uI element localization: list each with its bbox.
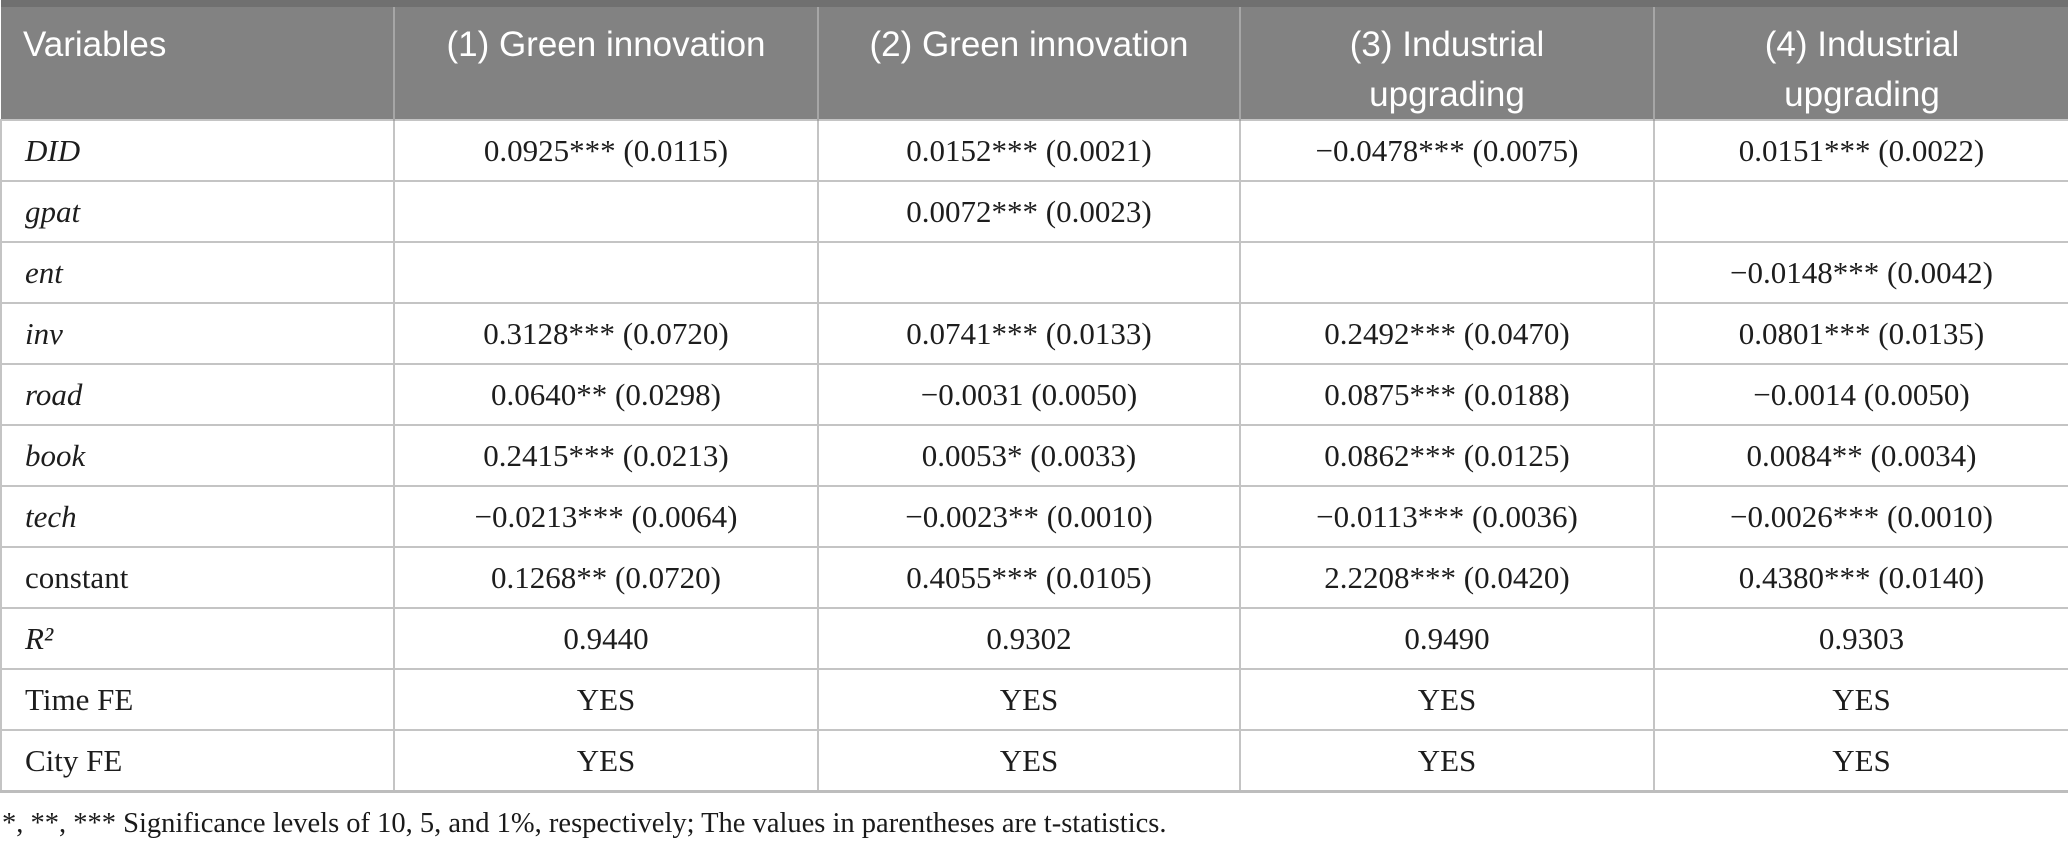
cell-value [1239, 241, 1655, 305]
cell-value: 0.0151*** (0.0022) [1653, 119, 2068, 183]
row-label: book [0, 424, 395, 488]
cell-value: −0.0213*** (0.0064) [393, 485, 819, 549]
table-row: Time FE YES YES YES YES [0, 668, 2068, 732]
table-row: book 0.2415*** (0.0213) 0.0053* (0.0033) 0.… [0, 424, 2068, 488]
table-row: gpat 0.0072*** (0.0023) [0, 180, 2068, 244]
cell-value [393, 180, 819, 244]
cell-value: 0.0152*** (0.0021) [817, 119, 1241, 183]
table-row: DID 0.0925*** (0.0115) 0.0152*** (0.0021) −… [0, 119, 2068, 183]
header-cell-model-2: (2) Green innovation [818, 0, 1241, 121]
cell-value: 0.9440 [393, 607, 819, 671]
table-row: constant 0.1268** (0.0720) 0.4055*** (0.01… [0, 546, 2068, 610]
row-label: tech [0, 485, 395, 549]
table-body: DID 0.0925*** (0.0115) 0.0152*** (0.0021) −… [0, 119, 2068, 793]
cell-value: −0.0014 (0.0050) [1653, 363, 2068, 427]
cell-value [1653, 180, 2068, 244]
cell-value: 0.9302 [817, 607, 1241, 671]
cell-value: 0.0741*** (0.0133) [817, 302, 1241, 366]
cell-value: 0.4055*** (0.0105) [817, 546, 1241, 610]
header-cell-model-3: (3) Industrial upgrading [1240, 0, 1655, 121]
table-row: inv 0.3128*** (0.0720) 0.0741*** (0.0133) 0… [0, 302, 2068, 366]
cell-value: 0.4380*** (0.0140) [1653, 546, 2068, 610]
cell-value: 0.0925*** (0.0115) [393, 119, 819, 183]
table-row: road 0.0640** (0.0298) −0.0031 (0.0050) 0.0… [0, 363, 2068, 427]
header-cell-model-1: (1) Green innovation [394, 0, 819, 121]
cell-value: YES [1239, 729, 1655, 793]
row-label: ent [0, 241, 395, 305]
cell-value: −0.0023** (0.0010) [817, 485, 1241, 549]
row-label: road [0, 363, 395, 427]
cell-value: 0.0072*** (0.0023) [817, 180, 1241, 244]
cell-value: YES [393, 729, 819, 793]
cell-value: 0.1268** (0.0720) [393, 546, 819, 610]
cell-value: 0.0640** (0.0298) [393, 363, 819, 427]
row-label: Time FE [0, 668, 395, 732]
table-row: City FE YES YES YES YES [0, 729, 2068, 793]
cell-value [393, 241, 819, 305]
cell-value: 0.9490 [1239, 607, 1655, 671]
results-table: Variables (1) Green innovation (2) Green… [0, 0, 2068, 793]
cell-value: 0.0084** (0.0034) [1653, 424, 2068, 488]
significance-footnote: *, **, *** Significance levels of 10, 5,… [2, 807, 1167, 839]
cell-value: −0.0031 (0.0050) [817, 363, 1241, 427]
cell-value: 0.2492*** (0.0470) [1239, 302, 1655, 366]
header-cell-model-4: (4) Industrial upgrading [1654, 0, 2068, 121]
cell-value: 0.0862*** (0.0125) [1239, 424, 1655, 488]
table-row: R² 0.9440 0.9302 0.9490 0.9303 [0, 607, 2068, 671]
row-label: R² [0, 607, 395, 671]
cell-value: YES [1239, 668, 1655, 732]
header-cell-variables: Variables [1, 0, 395, 121]
cell-value: 0.0053* (0.0033) [817, 424, 1241, 488]
cell-value: YES [1653, 729, 2068, 793]
cell-value: YES [817, 668, 1241, 732]
cell-value [817, 241, 1241, 305]
header-row: Variables (1) Green innovation (2) Green… [1, 0, 2068, 121]
cell-value: −0.0148*** (0.0042) [1653, 241, 2068, 305]
row-label: gpat [0, 180, 395, 244]
row-label: City FE [0, 729, 395, 793]
row-label: constant [0, 546, 395, 610]
cell-value: 2.2208*** (0.0420) [1239, 546, 1655, 610]
cell-value: YES [393, 668, 819, 732]
cell-value: −0.0113*** (0.0036) [1239, 485, 1655, 549]
cell-value: −0.0478*** (0.0075) [1239, 119, 1655, 183]
cell-value: 0.9303 [1653, 607, 2068, 671]
cell-value: 0.0875*** (0.0188) [1239, 363, 1655, 427]
row-label: inv [0, 302, 395, 366]
cell-value: 0.3128*** (0.0720) [393, 302, 819, 366]
cell-value: YES [817, 729, 1241, 793]
cell-value: YES [1653, 668, 2068, 732]
cell-value [1239, 180, 1655, 244]
table-row: ent −0.0148*** (0.0042) [0, 241, 2068, 305]
cell-value: 0.0801*** (0.0135) [1653, 302, 2068, 366]
cell-value: −0.0026*** (0.0010) [1653, 485, 2068, 549]
table-row: tech −0.0213*** (0.0064) −0.0023** (0.0010… [0, 485, 2068, 549]
cell-value: 0.2415*** (0.0213) [393, 424, 819, 488]
row-label: DID [0, 119, 395, 183]
table-header: Variables (1) Green innovation (2) Green… [1, 0, 2068, 121]
